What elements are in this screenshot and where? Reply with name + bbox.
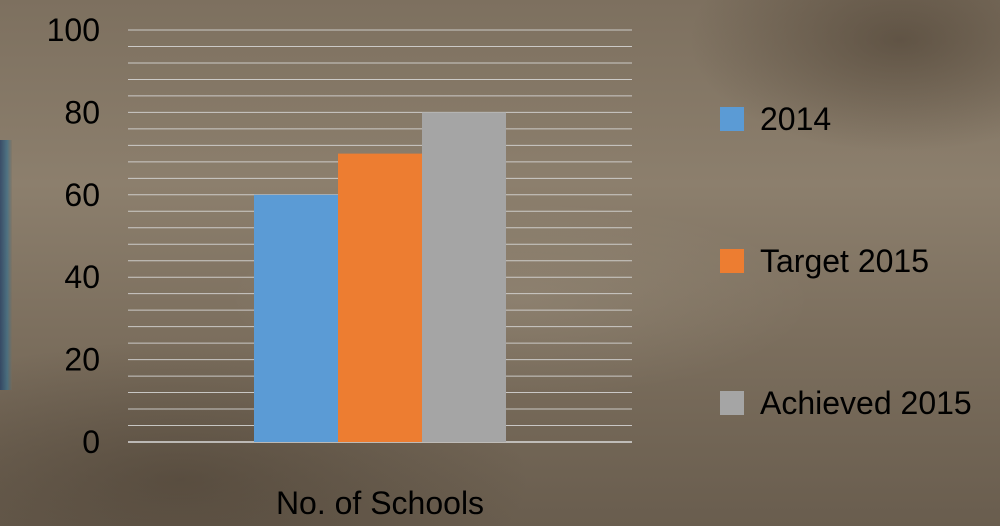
bar-chart: 0 20 40 60 80 100 No. of Schools	[47, 12, 632, 521]
y-axis-ticks: 0 20 40 60 80 100	[47, 12, 100, 460]
y-tick-label: 100	[47, 12, 100, 48]
y-tick-label: 40	[64, 259, 100, 295]
y-tick-label: 60	[64, 177, 100, 213]
legend-label: Target 2015	[760, 243, 930, 279]
legend-label: Achieved 2015	[760, 385, 972, 421]
legend-swatch	[720, 107, 744, 131]
legend-swatch	[720, 391, 744, 415]
bar-target-2015	[338, 153, 422, 442]
legend: 2014 Target 2015 Achieved 2015	[720, 0, 995, 526]
slide-edge-strip	[0, 140, 12, 390]
y-tick-label: 20	[64, 342, 100, 378]
y-tick-label: 0	[82, 424, 100, 460]
legend-label: 2014	[760, 101, 832, 137]
legend-swatch	[720, 249, 744, 273]
bar-2014	[254, 194, 338, 442]
x-category-label: No. of Schools	[276, 485, 484, 521]
x-axis-categories: No. of Schools	[276, 485, 484, 521]
bars	[254, 112, 506, 443]
bar-achieved-2015	[422, 112, 506, 443]
y-tick-label: 80	[64, 94, 100, 130]
